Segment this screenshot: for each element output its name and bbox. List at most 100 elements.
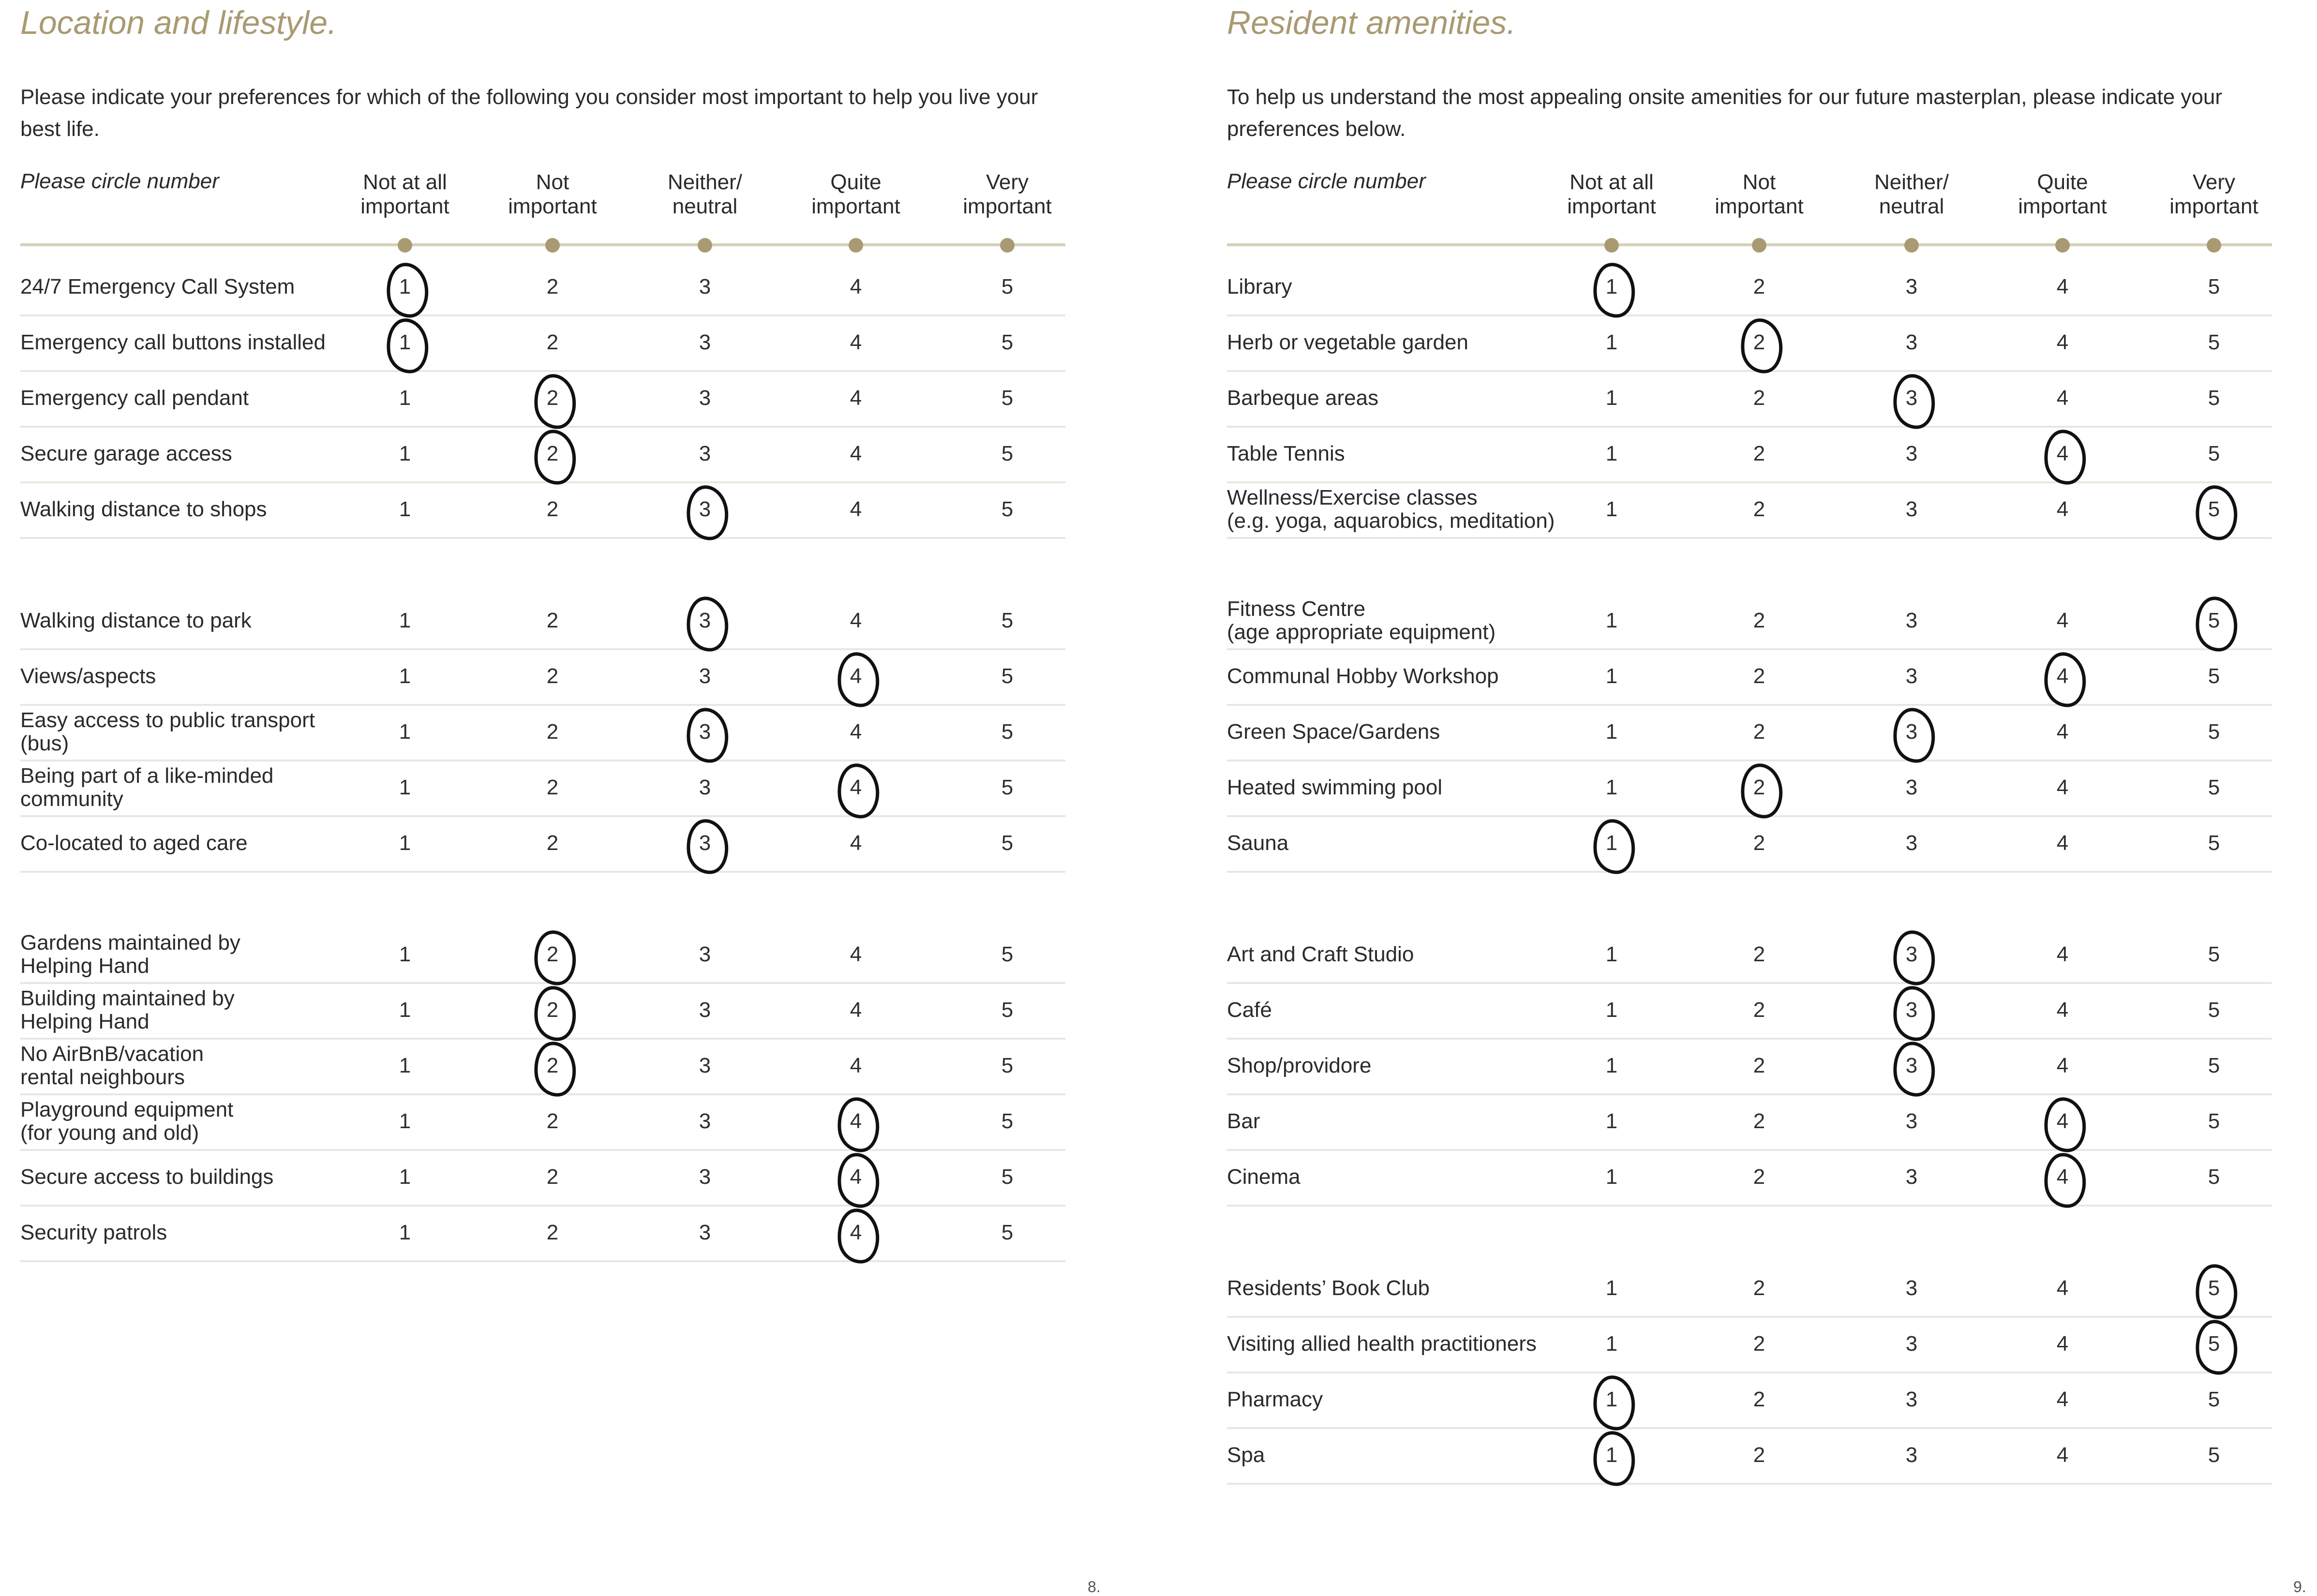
- rating-option[interactable]: 5: [1001, 942, 1014, 966]
- rating-option[interactable]: 3: [1905, 664, 1918, 688]
- rating-option[interactable]: 5: [2208, 386, 2220, 410]
- rating-option-circled[interactable]: 5: [2185, 593, 2243, 648]
- rating-option[interactable]: 2: [1753, 942, 1765, 966]
- rating-option[interactable]: 3: [699, 386, 711, 410]
- rating-option[interactable]: 3: [1905, 1276, 1918, 1300]
- rating-option[interactable]: 1: [1605, 1276, 1618, 1300]
- rating-option[interactable]: 5: [2208, 942, 2220, 966]
- rating-option[interactable]: 3: [1905, 1387, 1918, 1411]
- rating-option[interactable]: 1: [1605, 775, 1618, 799]
- rating-option[interactable]: 4: [850, 441, 862, 465]
- rating-option-circled[interactable]: 5: [2185, 1260, 2243, 1316]
- rating-option[interactable]: 3: [699, 998, 711, 1022]
- rating-option[interactable]: 4: [2056, 274, 2069, 298]
- rating-option[interactable]: 2: [1753, 719, 1765, 744]
- rating-option-circled[interactable]: 3: [1883, 370, 1941, 426]
- rating-option-circled[interactable]: 4: [2033, 648, 2092, 704]
- rating-option[interactable]: 1: [1605, 608, 1618, 632]
- rating-option-circled[interactable]: 1: [1583, 815, 1641, 871]
- rating-option[interactable]: 5: [2208, 441, 2220, 465]
- rating-option[interactable]: 3: [1905, 1164, 1918, 1189]
- rating-option[interactable]: 2: [546, 775, 559, 799]
- rating-option[interactable]: 3: [1905, 330, 1918, 354]
- rating-option[interactable]: 5: [1001, 719, 1014, 744]
- rating-option-circled[interactable]: 3: [1883, 704, 1941, 760]
- rating-option[interactable]: 2: [1753, 1053, 1765, 1077]
- rating-option[interactable]: 2: [546, 1109, 559, 1133]
- rating-option[interactable]: 5: [1001, 441, 1014, 465]
- rating-option[interactable]: 4: [2056, 719, 2069, 744]
- rating-option[interactable]: 4: [2056, 608, 2069, 632]
- rating-option-circled[interactable]: 4: [2033, 1093, 2092, 1149]
- rating-option[interactable]: 3: [699, 1164, 711, 1189]
- rating-option-circled[interactable]: 1: [1583, 259, 1641, 314]
- rating-option-circled[interactable]: 3: [1883, 982, 1941, 1038]
- rating-option[interactable]: 4: [850, 719, 862, 744]
- rating-option[interactable]: 5: [1001, 664, 1014, 688]
- rating-option[interactable]: 3: [699, 330, 711, 354]
- rating-option[interactable]: 5: [1001, 608, 1014, 632]
- rating-option[interactable]: 4: [850, 831, 862, 855]
- rating-option[interactable]: 4: [850, 608, 862, 632]
- rating-option[interactable]: 2: [546, 1164, 559, 1189]
- rating-option-circled[interactable]: 3: [676, 593, 734, 648]
- rating-option[interactable]: 2: [546, 719, 559, 744]
- rating-option[interactable]: 2: [546, 497, 559, 521]
- rating-option-circled[interactable]: 1: [1583, 1372, 1641, 1427]
- rating-option[interactable]: 3: [1905, 775, 1918, 799]
- rating-option[interactable]: 1: [1605, 942, 1618, 966]
- rating-option[interactable]: 3: [1905, 1109, 1918, 1133]
- rating-option[interactable]: 5: [2208, 831, 2220, 855]
- rating-option[interactable]: 1: [399, 664, 411, 688]
- rating-option[interactable]: 3: [699, 775, 711, 799]
- rating-option[interactable]: 5: [2208, 1443, 2220, 1467]
- rating-option[interactable]: 1: [399, 831, 411, 855]
- rating-option[interactable]: 3: [1905, 831, 1918, 855]
- rating-option[interactable]: 2: [1753, 441, 1765, 465]
- rating-option[interactable]: 5: [1001, 330, 1014, 354]
- rating-option[interactable]: 3: [1905, 608, 1918, 632]
- rating-option[interactable]: 1: [399, 608, 411, 632]
- rating-option[interactable]: 2: [1753, 998, 1765, 1022]
- rating-option[interactable]: 1: [399, 1164, 411, 1189]
- rating-option[interactable]: 1: [1605, 441, 1618, 465]
- rating-option[interactable]: 4: [2056, 386, 2069, 410]
- rating-option[interactable]: 5: [1001, 831, 1014, 855]
- rating-option-circled[interactable]: 5: [2185, 481, 2243, 537]
- rating-option[interactable]: 4: [2056, 1331, 2069, 1356]
- rating-option[interactable]: 1: [1605, 1109, 1618, 1133]
- rating-option[interactable]: 4: [2056, 942, 2069, 966]
- rating-option-circled[interactable]: 3: [676, 481, 734, 537]
- rating-option[interactable]: 3: [1905, 1331, 1918, 1356]
- rating-option[interactable]: 3: [699, 1220, 711, 1244]
- rating-option[interactable]: 5: [1001, 497, 1014, 521]
- rating-option[interactable]: 2: [1753, 386, 1765, 410]
- rating-option[interactable]: 2: [1753, 1164, 1765, 1189]
- rating-option[interactable]: 5: [1001, 1109, 1014, 1133]
- rating-option[interactable]: 1: [399, 998, 411, 1022]
- rating-option[interactable]: 3: [699, 441, 711, 465]
- rating-option[interactable]: 1: [1605, 1053, 1618, 1077]
- rating-option[interactable]: 2: [1753, 831, 1765, 855]
- rating-option[interactable]: 4: [2056, 775, 2069, 799]
- rating-option[interactable]: 4: [850, 386, 862, 410]
- rating-option-circled[interactable]: 2: [523, 370, 582, 426]
- rating-option[interactable]: 1: [1605, 1331, 1618, 1356]
- rating-option[interactable]: 4: [2056, 1443, 2069, 1467]
- rating-option[interactable]: 2: [1753, 1443, 1765, 1467]
- rating-option[interactable]: 1: [1605, 719, 1618, 744]
- rating-option[interactable]: 4: [2056, 497, 2069, 521]
- rating-option[interactable]: 5: [1001, 1164, 1014, 1189]
- rating-option[interactable]: 5: [1001, 274, 1014, 298]
- rating-option-circled[interactable]: 2: [1730, 760, 1788, 815]
- rating-option[interactable]: 1: [1605, 1164, 1618, 1189]
- rating-option-circled[interactable]: 2: [523, 926, 582, 982]
- rating-option-circled[interactable]: 2: [523, 1038, 582, 1093]
- rating-option-circled[interactable]: 4: [827, 1093, 885, 1149]
- rating-option-circled[interactable]: 4: [827, 1205, 885, 1260]
- rating-option-circled[interactable]: 3: [676, 815, 734, 871]
- rating-option[interactable]: 5: [2208, 1164, 2220, 1189]
- rating-option[interactable]: 5: [2208, 274, 2220, 298]
- rating-option[interactable]: 5: [2208, 998, 2220, 1022]
- rating-option[interactable]: 2: [546, 831, 559, 855]
